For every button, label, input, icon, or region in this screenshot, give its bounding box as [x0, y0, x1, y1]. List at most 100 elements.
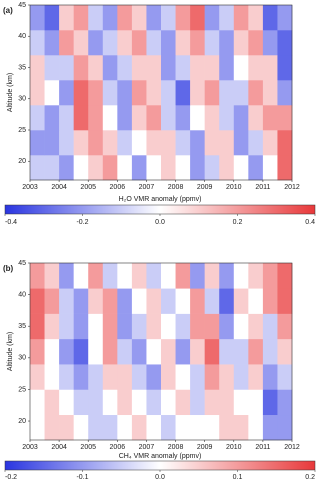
- heat-cell: [30, 313, 45, 340]
- colorbar-label: CH₄ VMR anomaly (ppmv): [119, 453, 202, 460]
- heat-cell: [233, 364, 249, 390]
- heat-cell: [88, 364, 104, 390]
- heat-cell: [44, 155, 60, 181]
- heat-cell: [190, 105, 205, 131]
- heat-cell: [30, 263, 45, 289]
- heat-cell: [204, 263, 220, 289]
- heat-cell: [219, 155, 235, 181]
- x-tick-label: 2011: [255, 444, 270, 451]
- panel-label: (b): [3, 264, 14, 273]
- heat-cell: [233, 5, 249, 31]
- colorbar-tick-label: -0.2: [76, 219, 88, 226]
- plot-frame: [29, 4, 293, 181]
- heat-cell: [146, 414, 162, 441]
- heat-cell: [59, 155, 74, 181]
- heat-cell: [175, 338, 191, 365]
- heat-cell: [146, 55, 162, 81]
- heat-cell: [161, 130, 176, 156]
- heat-cell: [44, 414, 60, 441]
- y-tick-label: 35: [18, 323, 26, 330]
- heat-cell: [233, 105, 249, 131]
- heat-cell: [146, 338, 162, 365]
- heat-cell: [175, 80, 191, 106]
- heat-cell: [204, 130, 220, 156]
- heat-cell: [30, 30, 45, 56]
- heat-cell: [277, 80, 293, 106]
- colorbar-tick-label: 0.0: [155, 474, 165, 480]
- heat-cell: [219, 364, 235, 390]
- heat-cell: [88, 155, 104, 181]
- heat-cell: [88, 389, 104, 416]
- heat-cell: [175, 288, 191, 314]
- heat-cell: [161, 263, 176, 289]
- heat-cell: [190, 130, 205, 156]
- heat-cell: [277, 364, 293, 390]
- heat-cell: [161, 313, 176, 340]
- x-tick-label: 2003: [22, 444, 38, 451]
- heat-cell: [204, 80, 220, 106]
- heat-cell: [175, 105, 191, 131]
- plot-frame: [29, 262, 293, 441]
- heat-cell: [117, 155, 133, 181]
- heat-cell: [131, 80, 147, 106]
- x-tick-label: 2006: [110, 444, 126, 451]
- y-tick-label: 30: [18, 355, 26, 362]
- heat-cell: [30, 155, 45, 181]
- heat-cell: [146, 105, 162, 131]
- x-tick-label: 2007: [139, 184, 155, 191]
- heat-cell: [30, 80, 45, 106]
- x-tick-label: 2005: [80, 444, 96, 451]
- heat-cell: [131, 364, 147, 390]
- heat-cell: [262, 338, 278, 365]
- heat-cell: [88, 5, 104, 31]
- heat-cell: [262, 130, 278, 156]
- heat-cell: [161, 414, 176, 441]
- x-tick-label: 2005: [80, 184, 96, 191]
- heat-cell: [277, 389, 293, 416]
- heat-cell: [44, 313, 60, 340]
- heat-cell: [248, 55, 264, 81]
- heat-cell: [44, 80, 60, 106]
- x-tick-label: 2012: [284, 444, 300, 451]
- heat-cell: [219, 389, 235, 416]
- colorbar-tick-label: -0.4: [5, 219, 17, 226]
- y-tick-label: 40: [18, 33, 26, 40]
- heat-cell: [190, 338, 205, 365]
- heat-cell: [262, 288, 278, 314]
- heat-cell: [233, 130, 249, 156]
- heat-cell: [219, 338, 235, 365]
- heat-cell: [161, 55, 176, 81]
- heat-cell: [59, 55, 74, 81]
- heat-cell: [248, 105, 264, 131]
- heat-cell: [262, 389, 278, 416]
- heat-cell: [59, 30, 74, 56]
- heat-cell: [131, 130, 147, 156]
- colorbar-tick-label: 0.1: [233, 474, 243, 480]
- heat-cell: [175, 55, 191, 81]
- heat-cell: [73, 338, 89, 365]
- heat-cell: [262, 55, 278, 81]
- x-tick-label: 2008: [168, 184, 184, 191]
- heat-cell: [59, 263, 74, 289]
- x-tick-label: 2003: [22, 184, 38, 191]
- heat-cell: [248, 288, 264, 314]
- heat-cell: [44, 338, 60, 365]
- heat-cell: [262, 263, 278, 289]
- heat-cell: [233, 80, 249, 106]
- heat-cell: [204, 55, 220, 81]
- heat-cell: [117, 364, 133, 390]
- heat-cell: [102, 55, 118, 81]
- heat-cell: [248, 364, 264, 390]
- heat-cell: [30, 364, 45, 390]
- heat-cell: [190, 364, 205, 390]
- heat-cell: [73, 30, 89, 56]
- heat-cell: [219, 30, 235, 56]
- heat-cell: [117, 55, 133, 81]
- heat-cell: [131, 313, 147, 340]
- heat-cell: [204, 364, 220, 390]
- heat-cell: [233, 155, 249, 181]
- heat-cell: [248, 263, 264, 289]
- heat-cell: [161, 80, 176, 106]
- heat-cell: [131, 155, 147, 181]
